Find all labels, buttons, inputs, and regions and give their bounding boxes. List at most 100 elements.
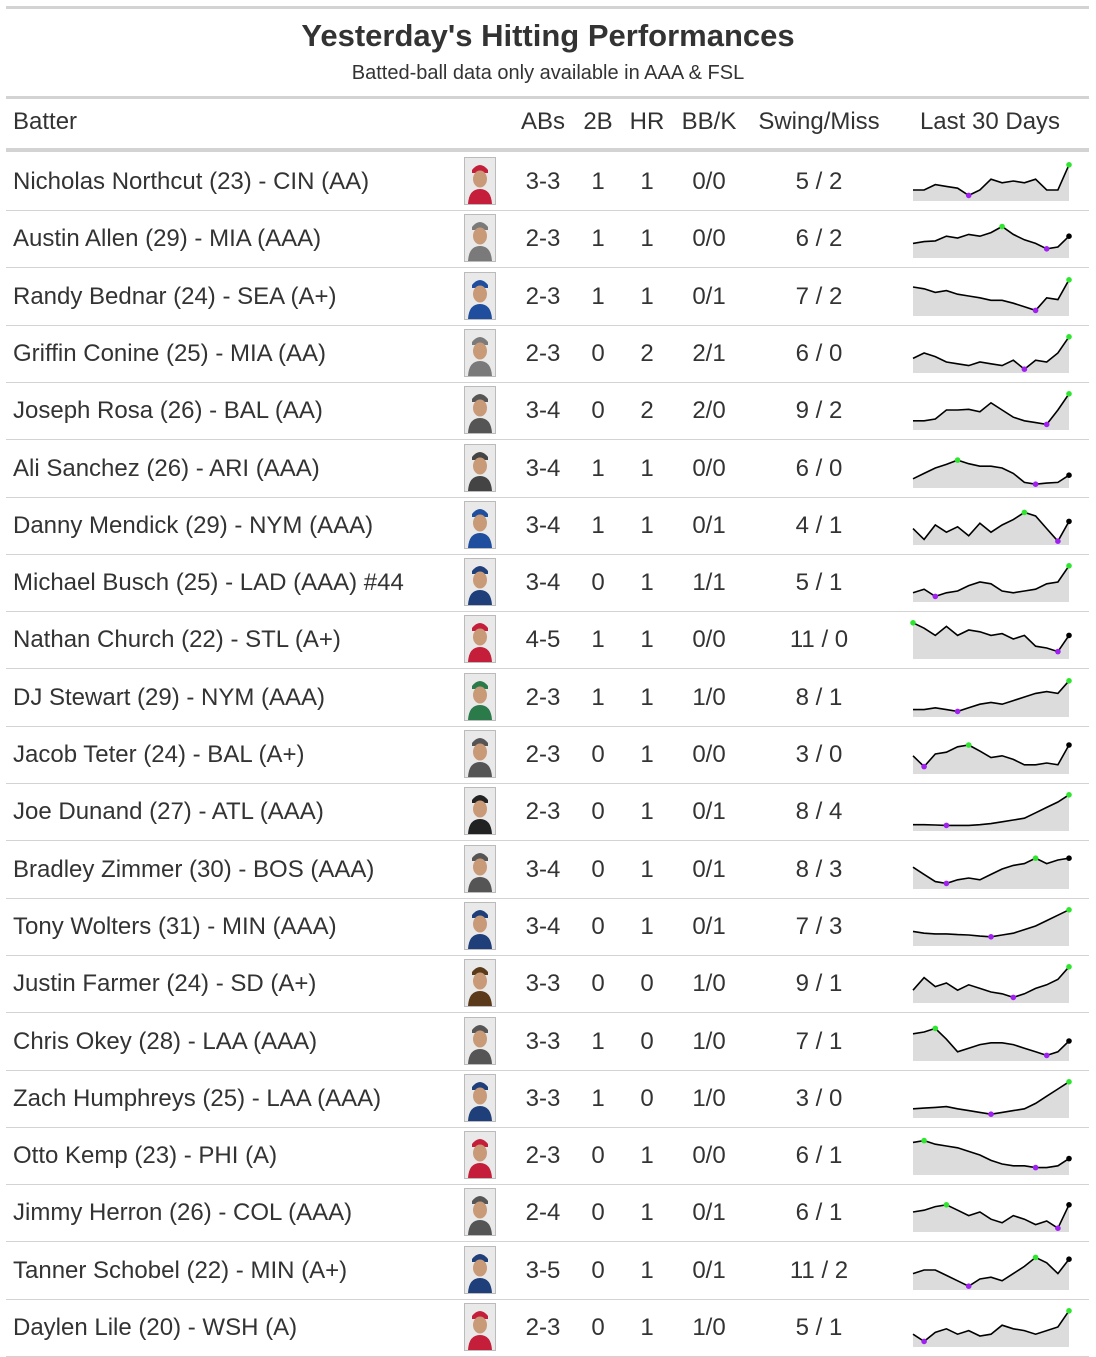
swing-miss: 6 / 0: [795, 454, 843, 482]
batter-name: Justin Farmer (24) - SD (A+): [13, 970, 317, 998]
swing-miss: 7 / 2: [795, 282, 843, 310]
sparkline-high-point: [1066, 906, 1072, 913]
sparkline-area: [913, 966, 1069, 1004]
sparkline-low-point: [1043, 1052, 1050, 1058]
sparkline-high-point: [921, 1137, 927, 1144]
home-runs: 2: [640, 339, 654, 367]
walks-strikeouts: 1/0: [692, 1084, 726, 1112]
column-header-hr[interactable]: HR: [629, 108, 665, 135]
last-30-days-sparkline: [912, 563, 1072, 603]
sparkline-high-point: [1032, 1254, 1039, 1260]
table-row[interactable]: Justin Farmer (24) - SD (A+) 3-3 0 0 1/0 9 / …: [6, 955, 1089, 1014]
home-runs: 1: [640, 569, 654, 597]
sparkline-low-point: [988, 1111, 994, 1117]
column-header-bbk[interactable]: BB/K: [681, 108, 737, 135]
last-30-days-sparkline: [912, 509, 1072, 545]
column-header-swing-miss[interactable]: Swing/Miss: [758, 108, 880, 135]
home-runs: 1: [640, 855, 654, 883]
table-row[interactable]: Michael Busch (25) - LAD (AAA) #44 3-4 0 1 1…: [6, 554, 1089, 613]
sparkline-low-point: [1032, 1164, 1039, 1171]
column-header-doubles[interactable]: 2B: [583, 108, 613, 135]
walks-strikeouts: 0/1: [692, 798, 726, 826]
doubles: 1: [591, 168, 605, 195]
doubles: 0: [591, 970, 605, 998]
column-header-last-30-days[interactable]: Last 30 Days: [919, 108, 1061, 135]
doubles: 0: [591, 397, 605, 425]
table-row[interactable]: Bradley Zimmer (30) - BOS (AAA) 3-4 0 1 0/1 8…: [6, 841, 1089, 899]
sparkline-last-point: [1066, 471, 1072, 478]
table-row[interactable]: Chris Okey (28) - LAA (AAA) 3-3 1 0 1/0 7 / 1: [6, 1013, 1089, 1071]
sparkline-high-point: [1066, 677, 1072, 684]
home-runs: 1: [640, 1256, 654, 1284]
sparkline-low-point: [943, 822, 950, 829]
table-row[interactable]: Austin Allen (29) - MIA (AAA) 2-3 1 1 0/0 6 /…: [6, 210, 1089, 269]
sparkline-area: [913, 164, 1069, 201]
home-runs: 1: [640, 1199, 654, 1227]
column-header-abs[interactable]: ABs: [520, 108, 566, 135]
table-subtitle: Batted-ball data only available in AAA &…: [351, 62, 745, 84]
table-row[interactable]: Zach Humphreys (25) - LAA (AAA) 3-3 1 0 1/0 3…: [6, 1070, 1089, 1128]
table-row[interactable]: Ali Sanchez (26) - ARI (AAA) 3-4 1 1 0/0 6 / …: [6, 440, 1089, 498]
walks-strikeouts: 0/0: [692, 168, 726, 195]
table-row[interactable]: Joe Dunand (27) - ATL (AAA) 2-3 0 1 0/1 8 / 4: [6, 783, 1089, 842]
swing-miss: 8 / 3: [795, 855, 843, 883]
player-headshot-icon: [464, 1303, 496, 1351]
last-30-days-sparkline: [912, 1025, 1072, 1061]
swing-miss: 3 / 0: [795, 1084, 843, 1112]
sparkline-last-point: [1066, 233, 1072, 240]
home-runs: 1: [640, 683, 654, 711]
table-row[interactable]: Nathan Church (22) - STL (A+) 4-5 1 1 0/0 11 …: [6, 611, 1089, 670]
swing-miss: 11 / 0: [789, 626, 849, 654]
swing-miss: 5 / 2: [795, 168, 843, 195]
table-row[interactable]: Joseph Rosa (26) - BAL (AA) 3-4 0 2 2/0 9 / 2: [6, 382, 1089, 441]
at-bats: 3-3: [525, 1084, 561, 1112]
sparkline-low-point: [1043, 246, 1050, 252]
sparkline-last-point: [1066, 1155, 1072, 1162]
swing-miss: 4 / 1: [795, 511, 843, 539]
table-row[interactable]: Nicholas Northcut (23) - CIN (AA) 3-3 1 1 0/…: [6, 153, 1089, 211]
column-header-batter[interactable]: Batter: [13, 108, 78, 135]
table-row[interactable]: Jacob Teter (24) - BAL (A+) 2-3 0 1 0/0 3 / 0: [6, 726, 1089, 784]
sparkline-low-point: [921, 1338, 927, 1345]
table-row[interactable]: Griffin Conine (25) - MIA (AA) 2-3 0 2 2/1 6 …: [6, 325, 1089, 383]
sparkline-line: [913, 393, 1070, 426]
table-title: Yesterday's Hitting Performances: [301, 18, 795, 53]
walks-strikeouts: 0/0: [692, 626, 726, 654]
table-row[interactable]: Randy Bednar (24) - SEA (A+) 2-3 1 1 0/1 7 / …: [6, 268, 1089, 326]
home-runs: 2: [640, 397, 654, 425]
at-bats: 2-4: [525, 1199, 561, 1227]
table-row[interactable]: Jimmy Herron (26) - COL (AAA) 2-4 0 1 0/1 6 /…: [6, 1184, 1089, 1243]
sparkline-high-point: [965, 742, 972, 748]
doubles: 0: [591, 339, 605, 367]
at-bats: 2-3: [525, 741, 561, 768]
sparkline-low-point: [1032, 480, 1039, 487]
doubles: 0: [591, 855, 605, 883]
player-headshot-icon: [464, 959, 496, 1008]
sparkline-line: [912, 1139, 1070, 1169]
doubles: 1: [591, 1027, 605, 1055]
sparkline-area: [913, 1081, 1069, 1118]
batter-name: Danny Mendick (29) - NYM (AAA): [13, 511, 374, 539]
player-headshot-icon: [464, 787, 496, 836]
player-headshot-icon: [464, 558, 496, 607]
table-row[interactable]: Tony Wolters (31) - MIN (AAA) 3-4 0 1 0/1 7 /…: [6, 898, 1089, 956]
sparkline-line: [912, 458, 1070, 485]
sparkline-low-point: [943, 880, 950, 886]
sparkline-area: [913, 512, 1069, 545]
at-bats: 3-3: [525, 168, 561, 195]
swing-miss: 6 / 0: [795, 339, 843, 367]
table-row[interactable]: Danny Mendick (29) - NYM (AAA) 3-4 1 1 0/1 4 …: [6, 497, 1089, 555]
table-row[interactable]: Tanner Schobel (22) - MIN (A+) 3-5 0 1 0/1 11…: [6, 1242, 1089, 1300]
sparkline-high-point: [1066, 333, 1072, 340]
home-runs: 1: [640, 1142, 654, 1170]
batter-name: Michael Busch (25) - LAD (AAA) #44: [13, 569, 404, 597]
walks-strikeouts: 1/0: [692, 1027, 726, 1055]
last-30-days-sparkline: [912, 1078, 1072, 1118]
batter-name: Joe Dunand (27) - ATL (AAA): [13, 798, 324, 826]
swing-miss: 6 / 1: [795, 1142, 843, 1170]
table-row[interactable]: Daylen Lile (20) - WSH (A) 2-3 0 1 1/0 5 / 1: [6, 1299, 1089, 1357]
table-row[interactable]: Otto Kemp (23) - PHI (A) 2-3 0 1 0/0 6 / 1: [6, 1127, 1089, 1186]
last-30-days-sparkline: [912, 1202, 1072, 1233]
table-row[interactable]: DJ Stewart (29) - NYM (AAA) 2-3 1 1 1/0 8 / 1: [6, 669, 1089, 727]
